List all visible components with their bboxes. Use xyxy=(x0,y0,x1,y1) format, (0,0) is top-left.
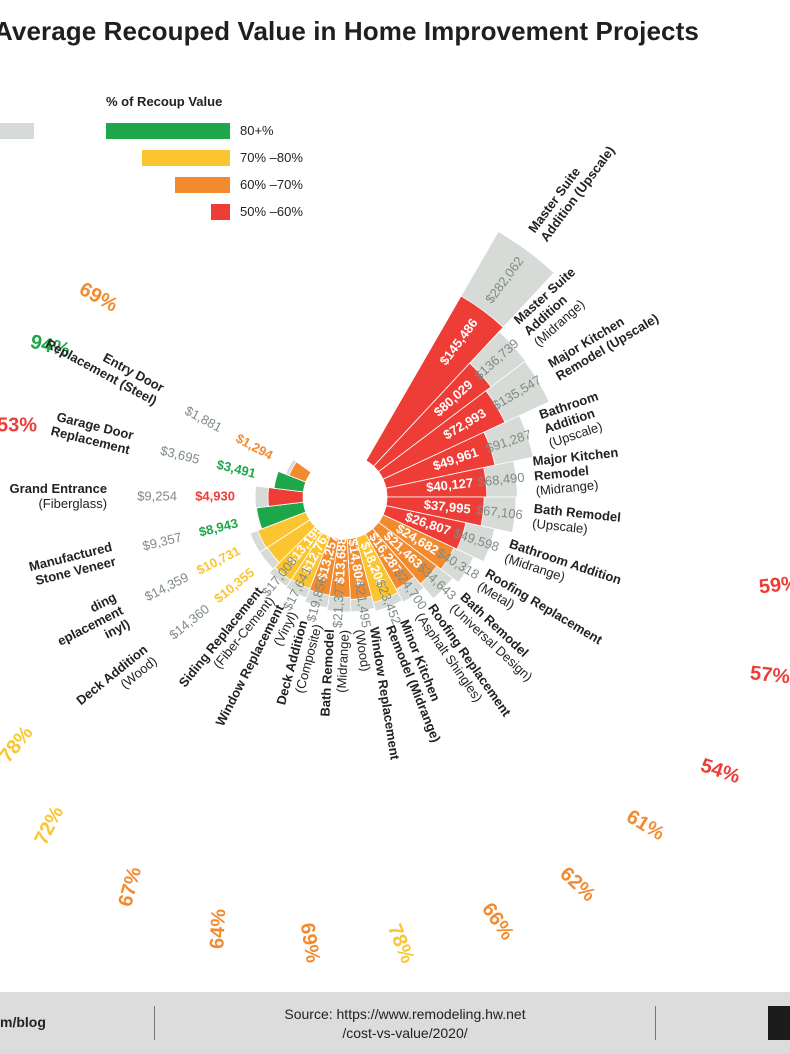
project-label: (Fiberglass) xyxy=(38,496,107,511)
recoup-percent-label: 69% xyxy=(296,921,324,964)
recoup-percent-label: 72% xyxy=(30,803,68,849)
project-label: (Midrange) xyxy=(334,630,352,694)
legend-swatch-80-plus xyxy=(106,123,230,139)
project-label: Remodel xyxy=(533,463,589,484)
recoup-percent-label: 62% xyxy=(555,863,599,907)
resale-value-label: $1,294 xyxy=(233,431,276,464)
project-label: Bath Remodel xyxy=(317,629,337,717)
footer-source-line-2: /cost-vs-value/2020/ xyxy=(342,1025,468,1041)
chart-title: Average Recouped Value in Home Improveme… xyxy=(0,16,699,46)
recoup-percent-label: 78% xyxy=(0,722,38,767)
job-cost-label: $14,360 xyxy=(166,601,212,642)
recoup-percent-label: 57% xyxy=(749,662,790,688)
job-cost-label: $1,881 xyxy=(182,403,224,435)
legend-swatch-50-60 xyxy=(211,204,230,220)
recoup-percent-label: 78% xyxy=(383,921,418,967)
job-cost-label: $9,254 xyxy=(137,488,177,503)
resale-value-label: $40,127 xyxy=(426,475,474,495)
footer-divider-right xyxy=(655,1006,656,1040)
resale-value-label: $3,491 xyxy=(215,457,257,481)
brand-logo-icon xyxy=(768,1006,790,1040)
legend-label-60-70: 60% –70% xyxy=(240,177,303,192)
recoup-percent-label: 61% xyxy=(623,806,669,846)
center-hole xyxy=(303,455,387,539)
job-cost-label: $3,695 xyxy=(159,443,201,467)
legend-swatch-70-80 xyxy=(142,150,230,166)
project-label: (Midrange) xyxy=(535,477,599,498)
recoup-percent-label: 69% xyxy=(76,278,122,317)
job-cost-label: $9,357 xyxy=(141,529,183,553)
legend-label-70-80: 70% –80% xyxy=(240,150,303,165)
recoup-percent-label: 54% xyxy=(698,755,743,789)
legend-label-50-60: 50% –60% xyxy=(240,204,303,219)
resale-value-label: $14,804 xyxy=(345,538,367,588)
job-cost-label: $67,106 xyxy=(475,502,523,522)
footer-blog-link[interactable]: m/blog xyxy=(0,1014,46,1030)
legend-title: % of Recoup Value xyxy=(106,94,223,109)
legend-swatch-60-70 xyxy=(175,177,230,193)
legend-label-80-plus: 80+% xyxy=(240,123,274,138)
resale-value-label: $4,930 xyxy=(195,488,235,503)
legend-swatch-job-cost xyxy=(0,123,34,139)
recoup-percent-label: 53% xyxy=(0,414,37,436)
recoup-percent-label: 66% xyxy=(477,899,518,945)
footer-divider-left xyxy=(154,1006,155,1040)
recoup-percent-label: 64% xyxy=(206,908,230,949)
project-label: (Upscale) xyxy=(532,516,589,537)
footer: m/blog Source: https://www.remodeling.hw… xyxy=(0,992,790,1054)
project-label: Grand Entrance xyxy=(10,481,108,496)
recoup-percent-label: 67% xyxy=(115,864,147,909)
resale-value-label: $10,731 xyxy=(194,543,243,578)
footer-source-line-1: Source: https://www.remodeling.hw.net xyxy=(284,1006,526,1022)
resale-value-label: $37,995 xyxy=(423,497,471,517)
legend: % of Recoup Value 80+% 70% –80% 60% –70%… xyxy=(0,0,790,240)
job-cost-label: $21,377 xyxy=(330,580,347,628)
job-cost-label: $68,490 xyxy=(477,470,525,490)
resale-value-label: $8,943 xyxy=(197,515,239,539)
job-cost-label: $21,495 xyxy=(352,580,374,629)
job-cost-label: $14,359 xyxy=(142,569,191,604)
project-label: (Wood) xyxy=(352,628,373,672)
footer-source: Source: https://www.remodeling.hw.net /c… xyxy=(230,1005,580,1043)
recoup-percent-label: 59% xyxy=(758,572,790,598)
